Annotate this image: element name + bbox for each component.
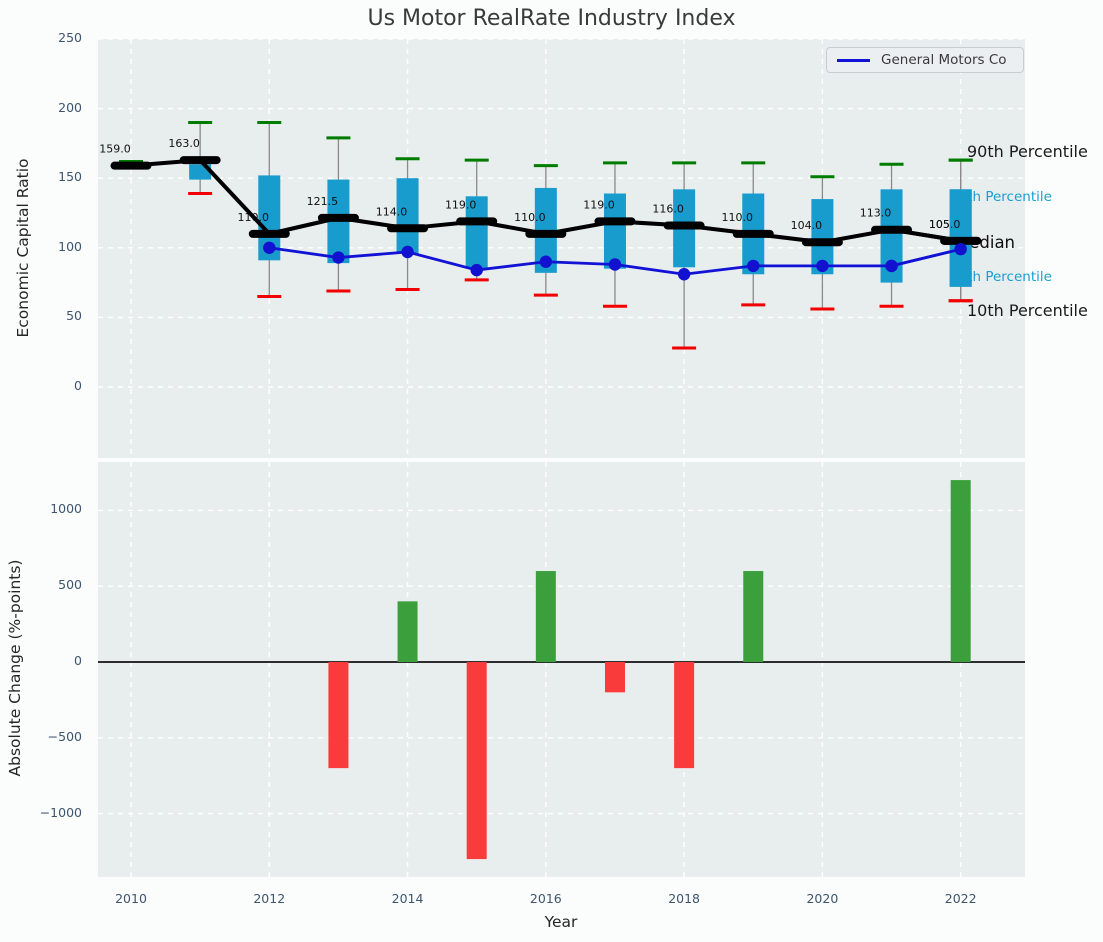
gm-dot-2015 xyxy=(470,263,483,277)
change-bar-2019 xyxy=(743,571,764,662)
median-value-label-2022: 105.0 xyxy=(929,218,961,231)
x-tick: 2010 xyxy=(115,891,147,906)
bottom-plot-svg xyxy=(98,462,1025,877)
median-bar-2013 xyxy=(317,213,359,222)
y-axis-label-bottom: Absolute Change (%-points) xyxy=(6,559,24,777)
x-axis-label: Year xyxy=(544,913,578,931)
median-value-label-2014: 114.0 xyxy=(376,205,408,218)
iqr-box-2017 xyxy=(603,193,626,269)
gm-dot-2017 xyxy=(608,258,622,271)
median-bar-2015 xyxy=(456,217,498,226)
median-bar-2019 xyxy=(732,229,774,238)
median-bar-2017 xyxy=(594,217,636,226)
y-tick-top: 0 xyxy=(74,378,82,393)
gm-dot-2016 xyxy=(539,255,553,268)
x-tick: 2022 xyxy=(944,891,977,906)
median-bar-2014 xyxy=(387,224,429,233)
x-tick: 2014 xyxy=(391,891,424,906)
gm-dot-2021 xyxy=(885,259,898,273)
median-value-label-2013: 121.5 xyxy=(307,195,339,208)
y-tick-top: 50 xyxy=(66,308,82,324)
gm-dot-2013 xyxy=(332,251,345,264)
change-bar-2017 xyxy=(604,662,625,693)
y-tick-top: 150 xyxy=(58,169,82,185)
top-plot-svg: 159.0 163.0 110.0 121.5 114.0 119.0 110.0 119.0… xyxy=(98,39,1025,458)
y-tick-bottom: 1000 xyxy=(50,501,82,517)
median-value-label-2012: 110.0 xyxy=(238,211,270,224)
x-tick: 2018 xyxy=(668,891,701,906)
median-value-label-2011: 163.0 xyxy=(168,137,200,150)
gm-dot-2019 xyxy=(747,259,760,273)
y-tick-bottom: −500 xyxy=(47,728,82,744)
change-bar-2013 xyxy=(328,662,349,769)
median-value-label-2021: 113.0 xyxy=(860,207,892,220)
y-tick-bottom: 0 xyxy=(74,653,82,668)
gm-dot-2020 xyxy=(816,259,829,273)
chart-title: Us Motor RealRate Industry Index xyxy=(367,6,736,31)
change-bar-2016 xyxy=(535,571,556,662)
legend-label: General Motors Co xyxy=(881,52,1007,68)
median-value-label-2020: 104.0 xyxy=(791,219,823,232)
median-value-label-2018: 116.0 xyxy=(652,203,684,216)
median-bar-2021 xyxy=(871,225,913,234)
median-bar-2020 xyxy=(801,238,843,247)
median-bar-2012 xyxy=(248,229,290,238)
iqr-box-2015 xyxy=(465,196,488,269)
change-bar-2014 xyxy=(397,601,418,662)
annotation-10th-percentile: 10th Percentile xyxy=(967,301,1088,320)
top-axes: 159.0 163.0 110.0 121.5 114.0 119.0 110.0 119.0… xyxy=(98,39,1025,458)
x-tick: 2020 xyxy=(806,891,839,906)
median-value-label-2015: 119.0 xyxy=(445,198,477,211)
x-tick: 2012 xyxy=(253,891,286,906)
bottom-axes xyxy=(98,462,1025,877)
y-axis-label-top: Economic Capital Ratio xyxy=(14,158,32,338)
median-bar-2016 xyxy=(525,229,567,238)
iqr-box-2020 xyxy=(811,199,834,275)
gm-dot-2018 xyxy=(677,268,691,281)
median-bar-2011 xyxy=(179,156,221,165)
change-bar-2022 xyxy=(950,480,971,662)
y-tick-top: 200 xyxy=(58,99,82,115)
median-value-label-2010: 159.0 xyxy=(99,143,131,156)
y-tick-top: 100 xyxy=(58,238,82,254)
gm-dot-2012 xyxy=(263,241,276,254)
y-tick-bottom: −1000 xyxy=(39,804,82,820)
median-bar-2018 xyxy=(663,221,705,230)
change-bar-2015 xyxy=(466,662,487,860)
y-tick-top: 250 xyxy=(58,30,82,45)
annotation-90th-percentile: 90th Percentile xyxy=(967,142,1088,161)
x-tick: 2016 xyxy=(529,891,562,906)
legend-line-icon xyxy=(837,58,870,62)
y-tick-bottom: 500 xyxy=(58,577,82,593)
median-value-label-2019: 110.0 xyxy=(722,211,754,224)
iqr-box-2012 xyxy=(258,175,281,261)
median-value-label-2016: 110.0 xyxy=(514,211,546,224)
median-value-label-2017: 119.0 xyxy=(583,198,615,211)
change-bar-2018 xyxy=(674,662,695,769)
iqr-box-2014 xyxy=(396,178,419,254)
gm-dot-2014 xyxy=(401,245,414,259)
annotation-75th-percentile: 75th Percentile xyxy=(950,189,1052,205)
legend: General Motors Co xyxy=(826,47,1024,73)
annotation-median: Median xyxy=(955,233,1016,252)
annotation-25th-percentile: 25th Percentile xyxy=(950,269,1052,285)
median-bar-2010 xyxy=(110,161,152,170)
